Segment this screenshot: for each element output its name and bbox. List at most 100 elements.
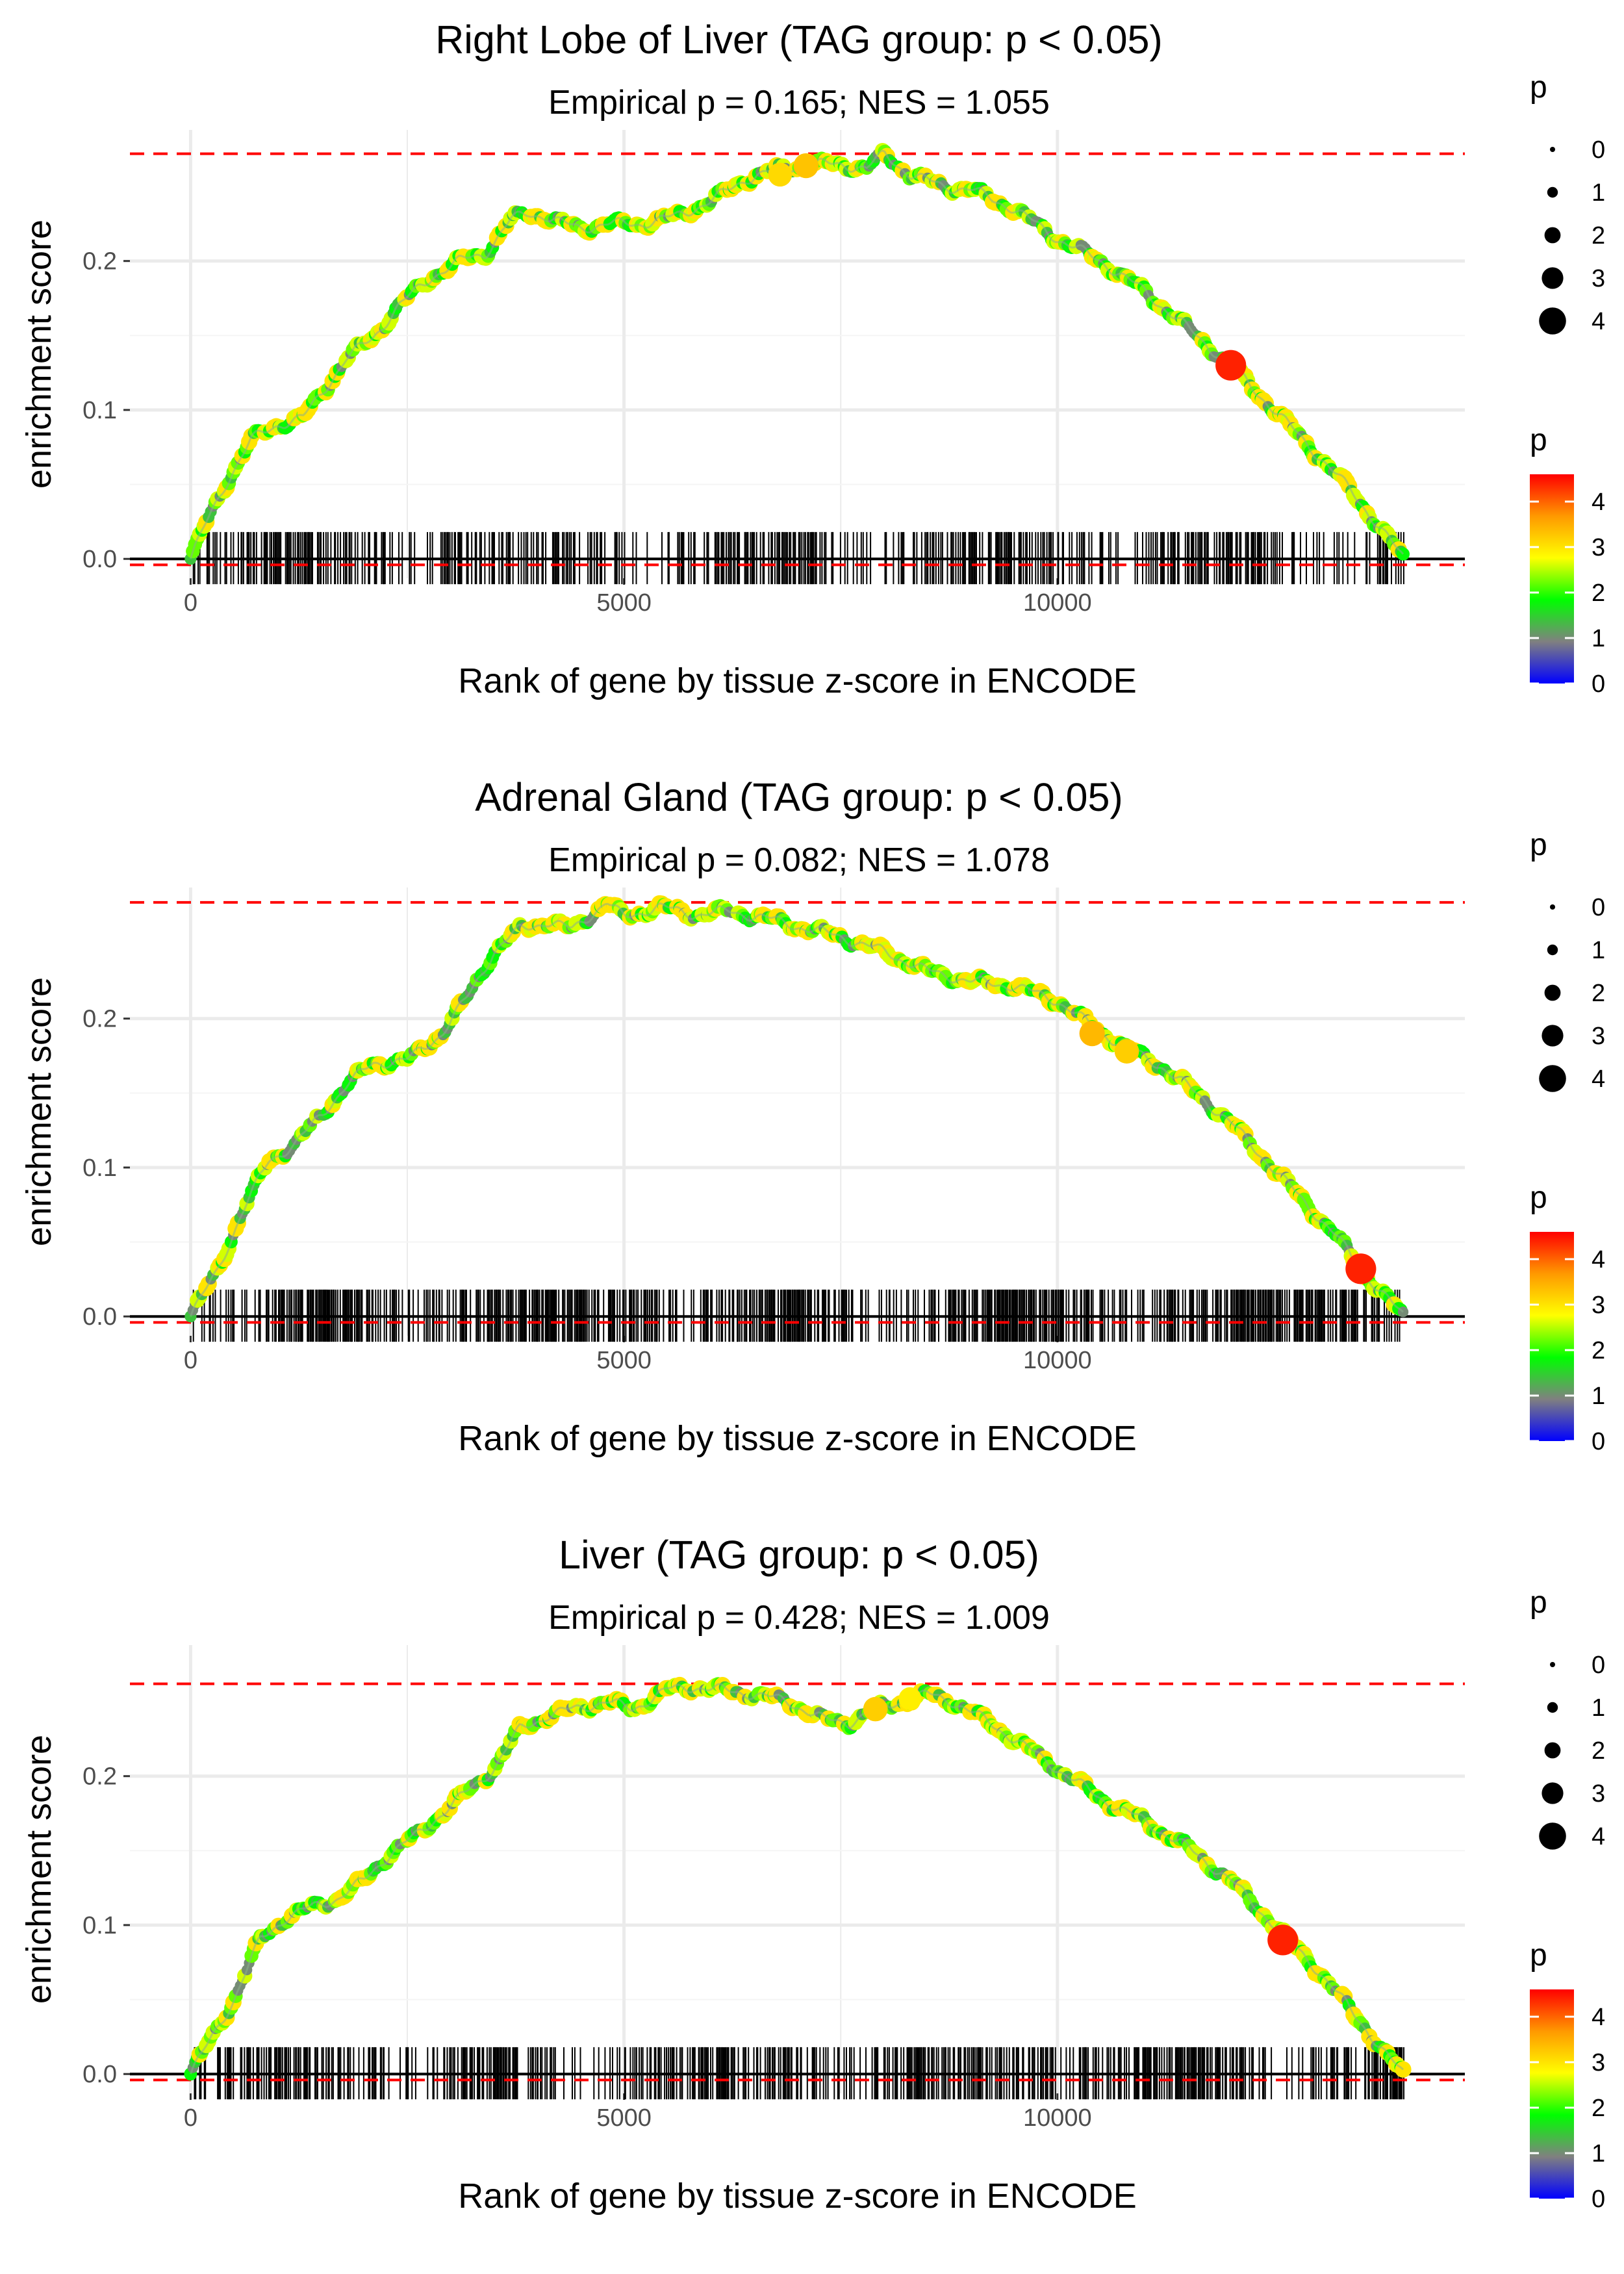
color-legend-label: 2 (1592, 580, 1605, 607)
size-legend-dot (1539, 1822, 1566, 1850)
x-tick-label: 10000 (1023, 1347, 1092, 1374)
y-tick-label: 0.0 (82, 546, 117, 573)
size-legend-dot (1550, 147, 1555, 152)
grid-minor (130, 130, 1465, 578)
color-legend-label: 1 (1592, 1383, 1605, 1410)
color-legend-title: p (1530, 423, 1547, 457)
color-legend-title: p (1530, 1938, 1547, 1973)
size-legend-label: 1 (1592, 179, 1605, 207)
size-legend-title: p (1530, 70, 1547, 105)
y-tick-label: 0.1 (82, 397, 117, 424)
size-legend-dot (1547, 186, 1558, 198)
size-legend-label: 2 (1592, 980, 1605, 1007)
y-tick-label: 0.1 (82, 1912, 117, 1939)
chart-title: Liver (TAG group: p < 0.05) (559, 1533, 1039, 1577)
size-legend-label: 1 (1592, 1694, 1605, 1722)
size-legend-dot (1547, 1702, 1558, 1713)
size-legend-dot (1550, 1662, 1555, 1667)
color-legend-label: 3 (1592, 1292, 1605, 1319)
color-legend-label: 4 (1592, 489, 1605, 516)
size-legend-dot (1544, 227, 1561, 244)
size-legend-label: 0 (1592, 136, 1605, 164)
color-legend-label: 0 (1592, 671, 1605, 698)
size-legend-dot (1542, 1782, 1564, 1804)
es-point-highlight (1267, 1924, 1299, 1956)
color-legend-label: 0 (1592, 2186, 1605, 2213)
size-legend-title: p (1530, 1585, 1547, 1620)
size-legend: p 0 1 2 3 4 (1530, 828, 1605, 1093)
color-legend-label: 4 (1592, 2004, 1605, 2031)
size-legend-label: 2 (1592, 1737, 1605, 1765)
color-legend: p 4 3 2 1 0 (1530, 1938, 1605, 2213)
color-legend-label: 3 (1592, 534, 1605, 561)
es-point-highlight (898, 1687, 922, 1711)
color-legend: p 4 3 2 1 0 (1530, 1181, 1605, 1455)
es-point-highlight (863, 1696, 888, 1722)
grid-major (130, 130, 1465, 578)
size-legend-dot (1550, 904, 1555, 910)
y-tick-label: 0.2 (82, 248, 117, 275)
size-legend-label: 3 (1592, 1023, 1605, 1050)
x-tick-label: 0 (184, 2104, 197, 2132)
size-legend-dot (1547, 944, 1558, 956)
x-tick-label: 0 (184, 1347, 197, 1374)
size-legend-label: 2 (1592, 222, 1605, 249)
y-tick-label: 0.1 (82, 1155, 117, 1182)
chart-svg: Right Lobe of Liver (TAG group: p < 0.05… (19, 18, 1605, 700)
size-legend-label: 4 (1592, 1066, 1605, 1093)
size-legend-title: p (1530, 828, 1547, 862)
x-tick-label: 10000 (1023, 2104, 1092, 2132)
chart-svg: Adrenal Gland (TAG group: p < 0.05) Empir… (19, 775, 1605, 1458)
es-point-highlight (1215, 350, 1247, 381)
size-legend-label: 1 (1592, 937, 1605, 964)
size-legend-label: 0 (1592, 1652, 1605, 1679)
panel-1: Right Lobe of Liver (TAG group: p < 0.05… (0, 0, 1624, 758)
es-points (184, 895, 1409, 1323)
y-tick-label: 0.2 (82, 1763, 117, 1791)
y-tick-label: 0.0 (82, 1303, 117, 1331)
x-axis-title: Rank of gene by tissue z-score in ENCODE (458, 2177, 1136, 2216)
size-legend-dot (1539, 1065, 1566, 1092)
x-tick-label: 5000 (596, 2104, 652, 2132)
size-legend-dot (1544, 1742, 1561, 1759)
size-legend-dot (1544, 984, 1561, 1001)
y-axis-title: enrichment score (19, 220, 58, 489)
es-point-highlight (1345, 1253, 1377, 1284)
color-legend-label: 3 (1592, 2049, 1605, 2076)
size-legend-label: 3 (1592, 265, 1605, 292)
y-tick-label: 0.2 (82, 1006, 117, 1033)
color-legend-bar (1530, 1989, 1574, 2199)
x-tick-label: 10000 (1023, 589, 1092, 617)
chart-subtitle: Empirical p = 0.165; NES = 1.055 (548, 84, 1050, 121)
chart-title: Right Lobe of Liver (TAG group: p < 0.05… (435, 18, 1163, 62)
size-legend-dot (1542, 1025, 1564, 1047)
es-points (184, 1676, 1412, 2081)
color-legend-label: 1 (1592, 2140, 1605, 2167)
es-point-highlight (1079, 1021, 1105, 1047)
grid-minor (130, 888, 1465, 1336)
es-point-highlight (768, 162, 793, 187)
x-tick-label: 0 (184, 589, 197, 617)
grid-minor (130, 1645, 1465, 2093)
chart-title: Adrenal Gland (TAG group: p < 0.05) (475, 775, 1123, 819)
panel-3: Liver (TAG group: p < 0.05) Empirical p =… (0, 1515, 1624, 2273)
es-point-highlight (1114, 1039, 1139, 1064)
x-axis-title: Rank of gene by tissue z-score in ENCODE (458, 1419, 1136, 1458)
chart-subtitle: Empirical p = 0.082; NES = 1.078 (548, 841, 1050, 879)
size-legend-label: 4 (1592, 308, 1605, 335)
color-legend-label: 2 (1592, 1337, 1605, 1364)
color-legend-title: p (1530, 1181, 1547, 1215)
y-axis-title: enrichment score (19, 1735, 58, 2004)
es-point-highlight (793, 153, 819, 179)
color-legend-bar (1530, 1232, 1574, 1441)
size-legend-dot (1539, 307, 1566, 335)
color-legend-label: 2 (1592, 2095, 1605, 2122)
x-axis-title: Rank of gene by tissue z-score in ENCODE (458, 661, 1136, 700)
color-legend: p 4 3 2 1 0 (1530, 423, 1605, 698)
es-line (189, 902, 1404, 1317)
panel-2: Adrenal Gland (TAG group: p < 0.05) Empir… (0, 758, 1624, 1515)
size-legend-label: 0 (1592, 894, 1605, 921)
color-legend-label: 4 (1592, 1246, 1605, 1273)
chart-svg: Liver (TAG group: p < 0.05) Empirical p =… (19, 1533, 1605, 2216)
size-legend-label: 4 (1592, 1823, 1605, 1850)
